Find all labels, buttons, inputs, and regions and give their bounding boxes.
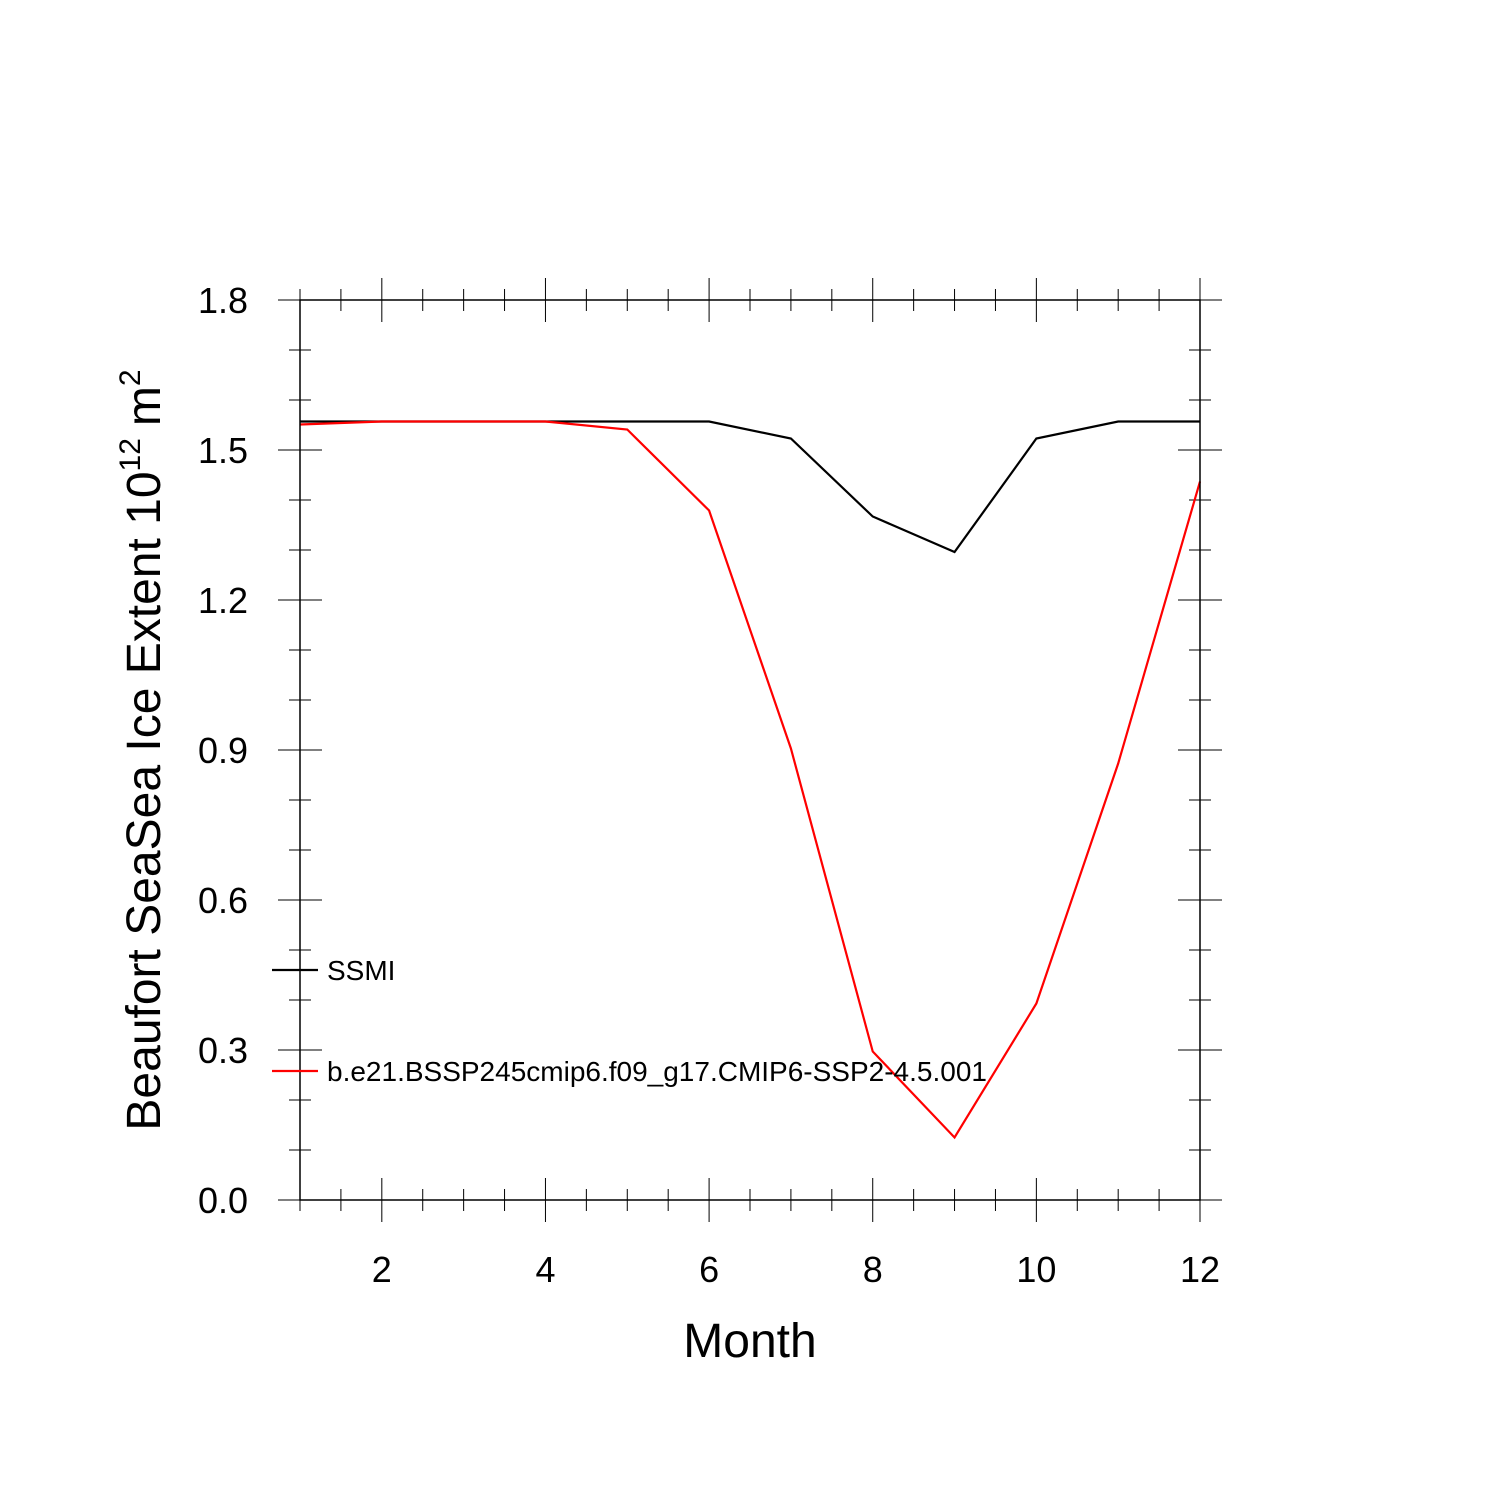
- y-tick-label: 0.6: [198, 880, 248, 921]
- y-tick-label: 0.9: [198, 730, 248, 771]
- y-tick-label: 0.3: [198, 1030, 248, 1071]
- series-line-2: [299, 420, 1202, 1140]
- x-tick-label: 2: [372, 1249, 392, 1290]
- y-tick-label: 1.5: [198, 430, 248, 471]
- y-axis-title: Beaufort SeaSea Ice Extent 1012 m2: [114, 369, 171, 1130]
- x-tick-label: 10: [1016, 1249, 1056, 1290]
- y-tick-label: 1.8: [198, 280, 248, 321]
- series-layer: [299, 420, 1202, 1140]
- y-tick-labels: 0.0 0.3 0.6 0.9 1.2 1.5 1.8: [198, 280, 248, 1221]
- y-tick-label: 1.2: [198, 580, 248, 621]
- plot-frame: [299, 299, 1201, 1201]
- y-axis-title-exponent: 12: [114, 438, 147, 471]
- x-tick-labels: 2 4 6 8 10 12: [372, 1249, 1220, 1290]
- x-tick-label: 8: [863, 1249, 883, 1290]
- legend: SSMI b.e21.BSSP245cmip6.f09_g17.CMIP6-SSP…: [272, 955, 987, 1087]
- legend-label-2: b.e21.BSSP245cmip6.f09_g17.CMIP6-SSP2-4.…: [327, 1056, 987, 1087]
- y-axis-title-unit-exponent: 2: [114, 369, 147, 386]
- legend-label-1: SSMI: [327, 955, 395, 986]
- y-axis-title-main: Beaufort SeaSea Ice Extent 10: [118, 471, 171, 1130]
- x-tick-label: 12: [1180, 1249, 1220, 1290]
- minor-ticks: [289, 289, 1211, 1211]
- y-tick-label: 0.0: [198, 1180, 248, 1221]
- y-axis-title-unit: m: [118, 386, 171, 426]
- x-tick-label: 4: [535, 1249, 555, 1290]
- x-axis-title: Month: [683, 1315, 816, 1368]
- x-tick-label: 6: [699, 1249, 719, 1290]
